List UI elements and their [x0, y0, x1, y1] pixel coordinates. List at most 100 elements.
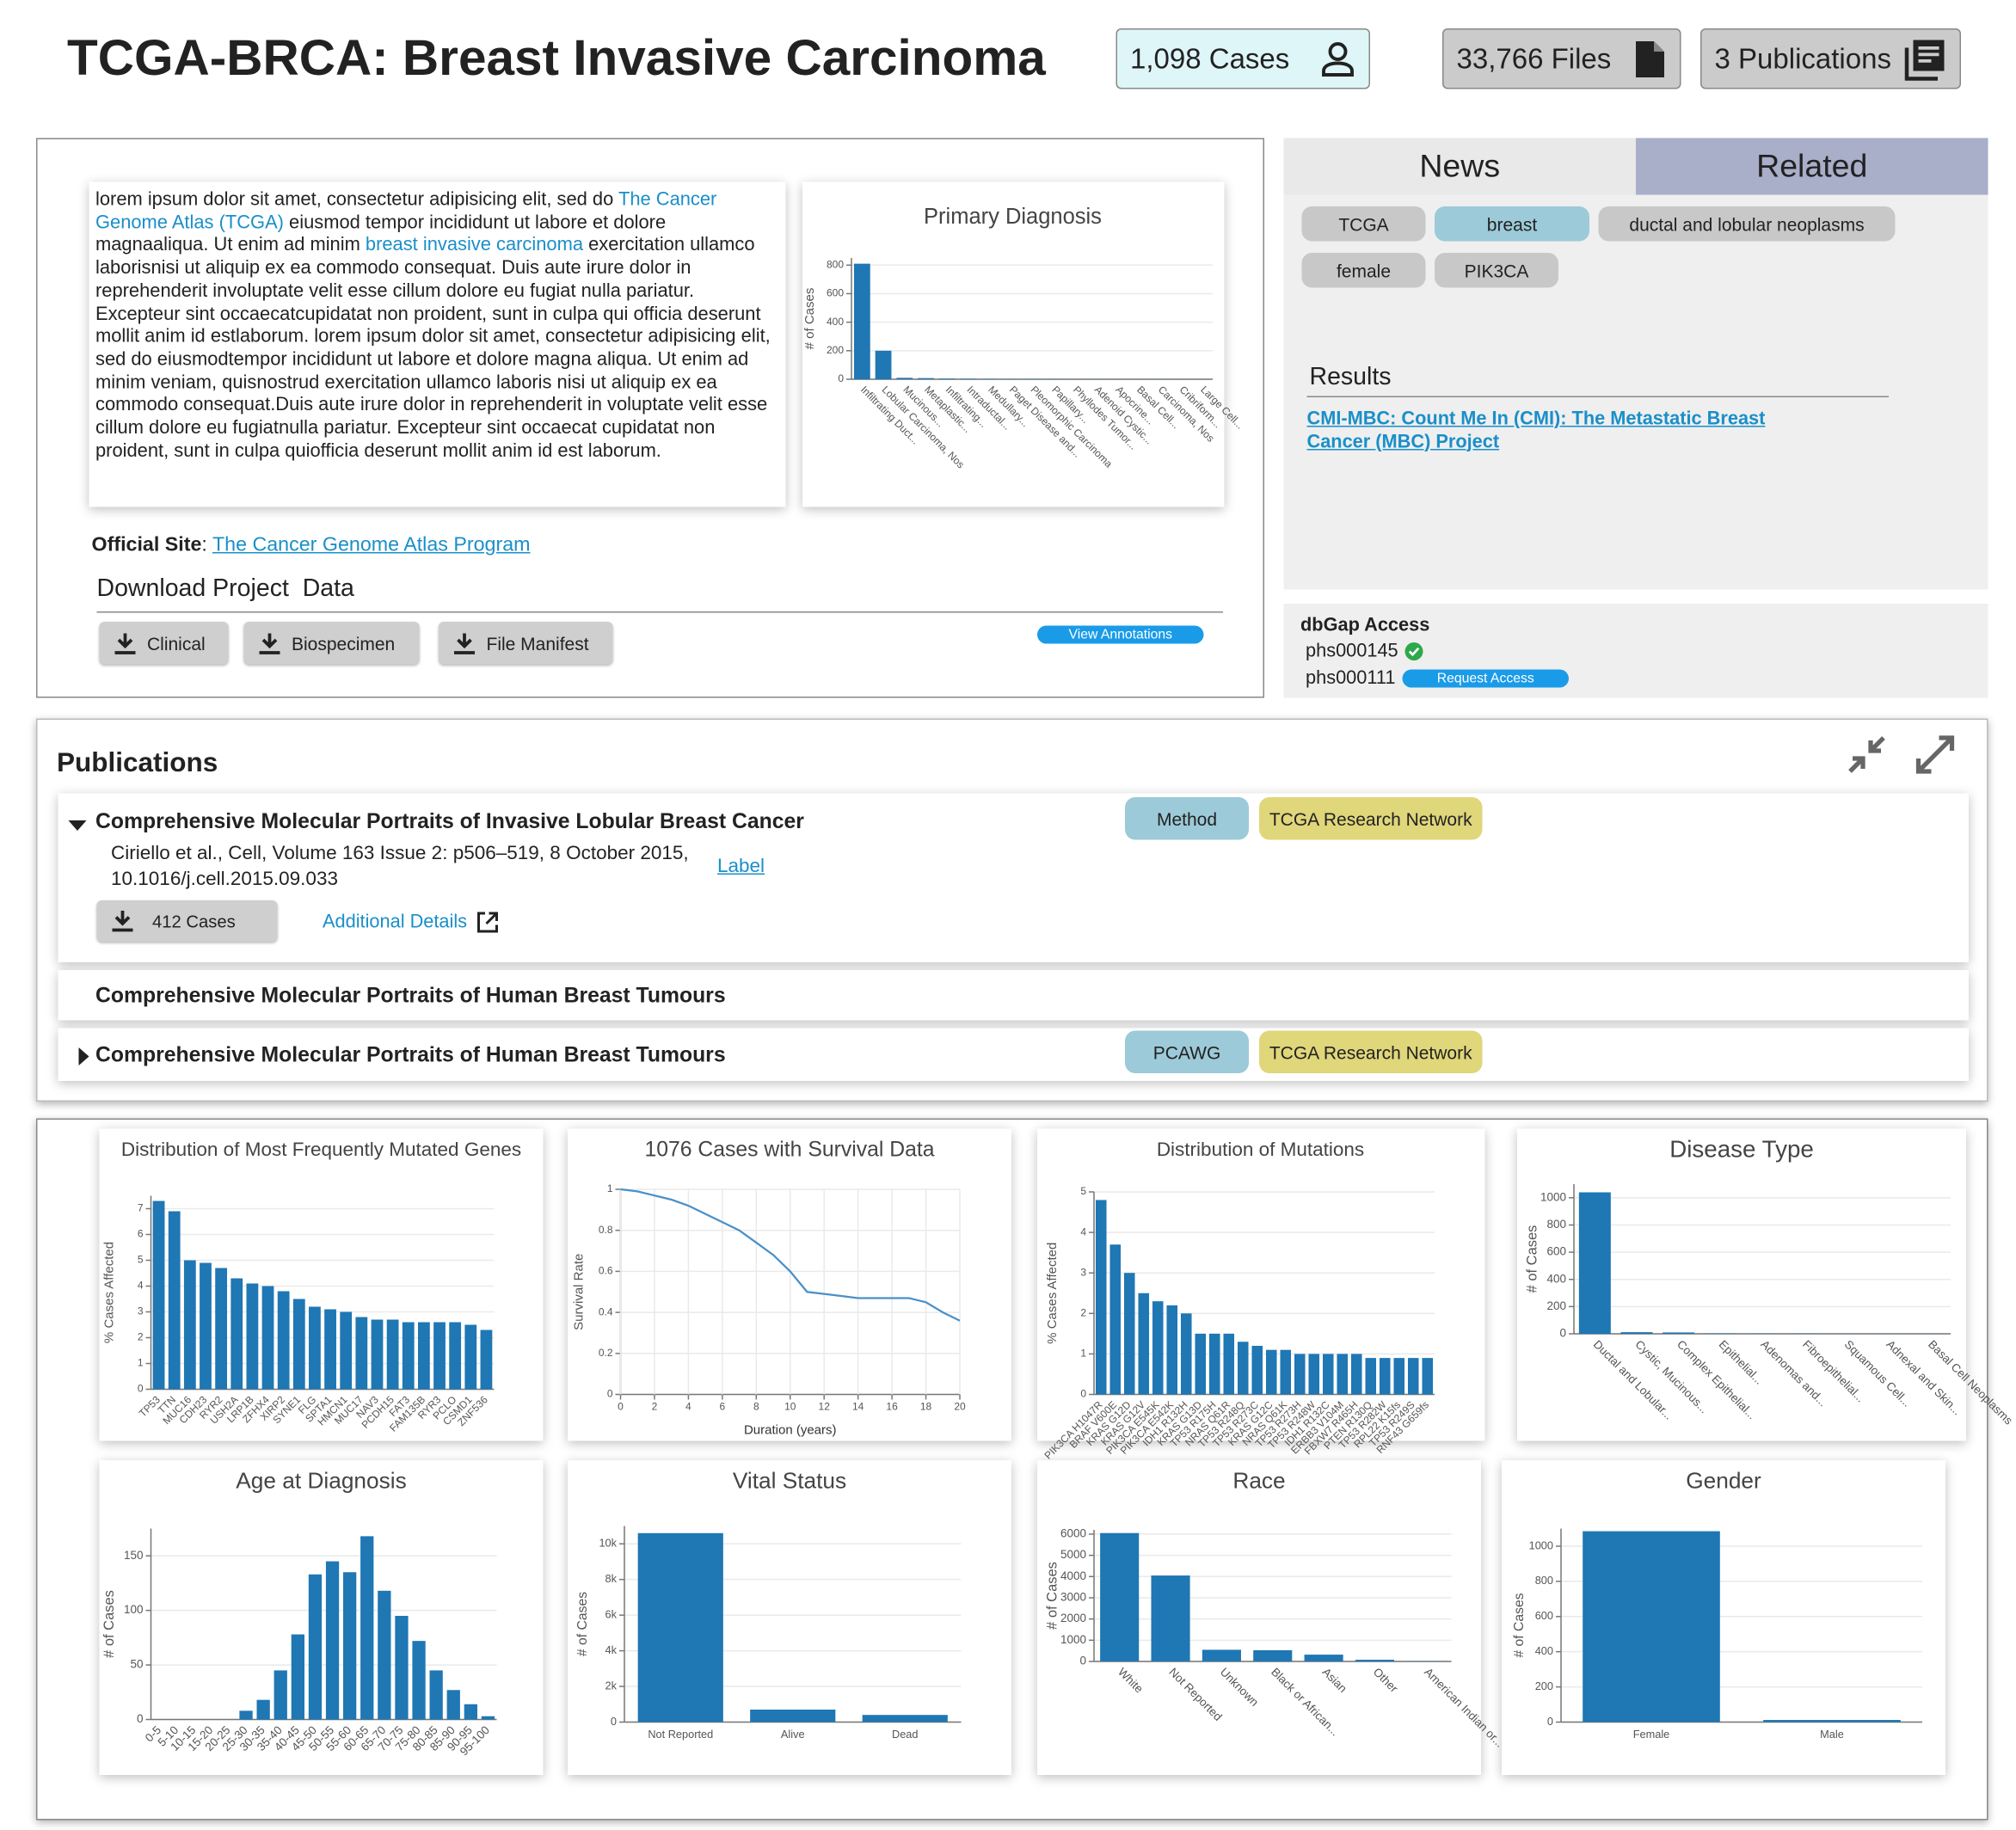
bar — [183, 1260, 196, 1390]
summary-text: eiusmod tempor incididunt ut labore et d… — [95, 212, 667, 256]
x-tick-label: Alive — [781, 1728, 805, 1741]
bar — [1583, 1531, 1720, 1723]
publication-tag[interactable]: TCGA Research Network — [1259, 1030, 1483, 1073]
tag[interactable]: TCGA — [1301, 206, 1426, 242]
summary-text: lorem ipsum dolor sit amet, consectetur … — [95, 189, 618, 211]
download-button[interactable]: 412 Cases — [96, 900, 278, 942]
bar — [1280, 1349, 1292, 1395]
publications-button[interactable]: 3 Publications — [1700, 28, 1961, 89]
y-tick-label: 400 — [827, 316, 844, 328]
expand-icon[interactable] — [1914, 733, 1958, 777]
y-tick-label: 1000 — [1540, 1190, 1566, 1203]
collapse-icon[interactable] — [1845, 733, 1889, 777]
publication-title[interactable]: Comprehensive Molecular Portraits of Inv… — [95, 810, 804, 833]
publication-title[interactable]: Comprehensive Molecular Portraits of Hum… — [95, 1043, 726, 1067]
x-tick-label: 2 — [652, 1401, 658, 1413]
y-tick-label: 5000 — [1060, 1548, 1086, 1561]
publication-tag[interactable]: Method — [1125, 797, 1249, 840]
bar — [246, 1283, 259, 1390]
bar — [433, 1322, 446, 1390]
download-button[interactable]: Biospecimen — [243, 622, 420, 665]
tab[interactable]: Related — [1636, 138, 1988, 195]
caret-right[interactable] — [78, 1047, 91, 1065]
bar — [1265, 1349, 1277, 1395]
label-link[interactable]: Label — [717, 855, 765, 878]
cases-button[interactable]: 1,098 Cases — [1116, 28, 1370, 89]
results-title: Results — [1309, 364, 1392, 391]
bar — [480, 1330, 493, 1390]
bar — [1365, 1358, 1377, 1395]
bar — [853, 263, 870, 379]
y-tick-label: 0 — [1080, 1388, 1086, 1400]
y-tick-label: 0 — [1547, 1715, 1553, 1728]
bar — [1208, 1333, 1220, 1395]
study-id: phs000111 — [1306, 668, 1396, 689]
tag[interactable]: PIK3CA — [1435, 253, 1558, 288]
citation-line: Ciriello et al., Cell, Volume 163 Issue … — [111, 842, 689, 865]
x-tick-label: 8 — [753, 1401, 759, 1413]
bar — [1407, 1358, 1419, 1395]
y-axis-label: # of Cases — [575, 1592, 590, 1656]
publication-item — [58, 793, 1969, 962]
tag[interactable]: ductal and lobular neoplasms — [1598, 206, 1896, 242]
results-link-line: Cancer (MBC) Project — [1306, 431, 1500, 452]
tag[interactable]: breast — [1435, 206, 1589, 242]
tag[interactable]: female — [1301, 253, 1426, 288]
x-tick-label: Asian — [1319, 1666, 1349, 1695]
bar — [1095, 1200, 1107, 1395]
bar — [324, 1309, 336, 1390]
bar — [1123, 1273, 1135, 1395]
y-tick-label: 0 — [838, 372, 844, 384]
y-tick-label: 1 — [607, 1182, 613, 1194]
y-tick-label: 0.6 — [599, 1265, 613, 1277]
cases-count: 1,098 Cases — [1130, 41, 1290, 75]
summary-link[interactable]: breast invasive carcinoma — [365, 235, 583, 256]
request-access-button[interactable]: Request Access — [1402, 669, 1569, 688]
results-link[interactable]: CMI-MBC: Count Me In (CMI): The Metastat… — [1307, 409, 1766, 455]
bar — [1151, 1575, 1190, 1661]
view-annotations-button[interactable]: View Annotations — [1037, 625, 1204, 644]
y-tick-label: 0.4 — [599, 1305, 613, 1317]
bar — [862, 1715, 948, 1723]
x-tick-label: Not Reported — [648, 1728, 713, 1741]
results-link-line: CMI-MBC: Count Me In (CMI): The Metastat… — [1306, 408, 1766, 430]
y-axis-label: # of Cases — [101, 1590, 117, 1658]
bar — [215, 1268, 228, 1390]
bar — [386, 1319, 399, 1390]
bar — [1100, 1532, 1140, 1661]
publication-title[interactable]: Comprehensive Molecular Portraits of Hum… — [95, 984, 726, 1008]
publication-tag[interactable]: TCGA Research Network — [1259, 797, 1483, 840]
additional-details-link[interactable]: Additional Details — [323, 910, 501, 936]
tab[interactable]: News — [1283, 138, 1636, 195]
button-label: 412 Cases — [152, 911, 236, 931]
y-tick-label: 10k — [599, 1537, 617, 1550]
bar — [277, 1291, 290, 1390]
bar — [1663, 1332, 1695, 1334]
files-count: 33,766 Files — [1456, 41, 1612, 75]
bar — [1180, 1313, 1192, 1395]
files-button[interactable]: 33,766 Files — [1442, 28, 1681, 89]
y-tick-label: 0 — [138, 1383, 144, 1395]
bar — [261, 1286, 274, 1390]
download-button[interactable]: File Manifest — [439, 622, 613, 665]
summary-link[interactable]: The Cancer Genome Atlas (TCGA) — [95, 189, 717, 234]
official-site-link[interactable]: The Cancer Genome Atlas Program — [212, 534, 531, 556]
bar — [340, 1311, 353, 1390]
bar — [274, 1670, 287, 1720]
publication-item — [58, 1028, 1969, 1081]
y-tick-label: 400 — [1535, 1644, 1553, 1657]
caret-down[interactable] — [68, 820, 87, 833]
divider — [96, 611, 1223, 613]
dbgap-title: dbGap Access — [1300, 615, 1430, 636]
survival-line — [620, 1188, 961, 1322]
download-button[interactable]: Clinical — [99, 622, 229, 665]
project-panel — [36, 138, 1264, 698]
download-icon — [454, 632, 475, 654]
publication-tag[interactable]: PCAWG — [1125, 1030, 1249, 1073]
bar — [343, 1572, 357, 1720]
publication-item — [58, 970, 1969, 1021]
y-tick-label: 0 — [611, 1715, 617, 1728]
bar — [1763, 1720, 1901, 1723]
bar — [449, 1322, 462, 1390]
x-tick-label: Basal Cell Neoplasms — [1926, 1338, 2015, 1428]
